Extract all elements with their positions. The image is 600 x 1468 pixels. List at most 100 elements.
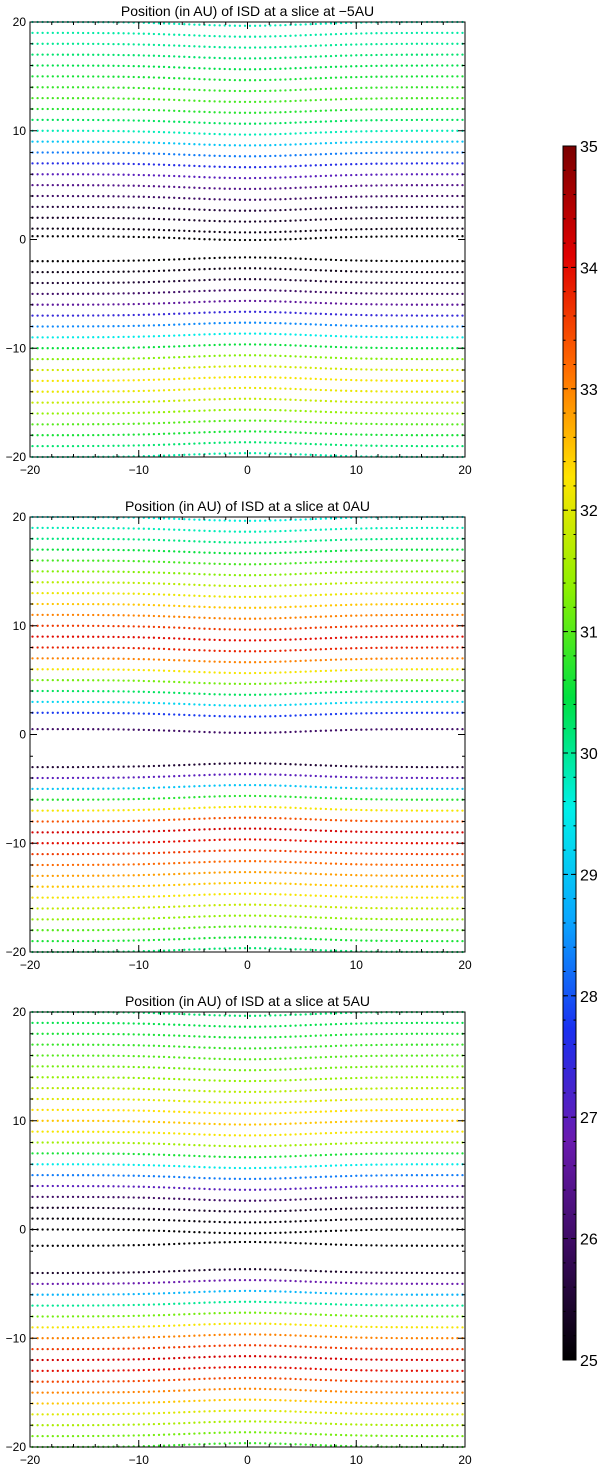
data-dot [71,602,75,606]
data-dot [390,379,393,382]
data-dot [400,526,403,530]
data-dot [223,198,226,201]
data-dot [132,614,135,617]
data-dot [213,562,216,565]
data-dot [365,357,368,360]
data-dot [92,444,95,448]
data-dot [76,646,80,649]
data-dot [107,690,110,693]
data-dot [157,454,161,457]
data-dot [188,670,191,673]
data-dot [441,336,444,339]
data-dot [319,142,322,145]
data-dot [233,573,237,577]
data-dot [51,96,54,100]
data-dot [122,119,125,122]
data-dot [314,142,317,145]
data-dot [395,668,398,671]
data-dot [223,671,226,674]
data-dot [193,121,196,124]
data-dot [97,412,100,415]
data-dot [344,130,348,133]
data-dot [446,260,449,263]
data-dot [370,422,373,426]
data-dot [162,302,166,305]
data-dot [243,122,247,125]
data-dot [294,540,297,543]
data-dot [456,216,459,219]
data-dot [193,99,196,102]
data-dot [451,325,454,328]
data-dot [233,133,237,136]
data-dot [228,46,231,49]
data-dot [284,595,287,598]
data-dot [446,107,449,111]
data-dot [203,431,206,434]
data-dot [415,559,419,562]
data-dot [137,379,140,382]
data-dot [456,162,459,165]
data-dot [147,335,151,338]
data-dot [173,528,176,531]
data-dot [289,219,292,222]
data-dot [304,409,307,413]
data-dot [430,613,434,617]
data-dot [436,423,439,426]
data-dot [122,292,125,295]
data-dot [188,237,191,240]
data-dot [178,207,181,210]
data-dot [228,209,231,212]
data-dot [188,290,191,293]
data-dot [97,75,100,78]
data-dot [41,635,44,638]
data-dot [258,430,262,433]
data-dot [456,64,459,67]
data-dot [193,605,196,608]
data-dot [380,368,383,371]
data-dot [253,682,257,686]
data-dot [425,602,429,606]
data-dot [304,561,307,565]
data-dot [430,205,434,209]
data-dot [218,441,221,444]
data-dot [329,33,333,36]
data-dot [451,270,454,274]
data-dot [253,89,257,93]
data-dot [314,453,317,457]
data-dot [183,120,186,124]
data-dot [420,357,424,361]
data-dot [122,97,125,100]
data-dot [299,99,302,102]
data-dot [365,108,368,111]
data-dot [193,638,196,641]
data-dot [51,423,54,426]
data-dot [319,593,322,597]
data-dot [329,65,333,69]
data-dot [233,606,237,609]
data-dot [132,603,135,606]
data-dot [147,54,151,57]
data-dot [233,198,237,201]
data-dot [304,99,307,102]
data-dot [122,324,125,328]
data-dot [193,659,196,663]
data-dot [178,323,181,326]
data-dot [395,603,398,606]
data-dot [355,162,358,166]
data-dot [258,310,262,314]
data-dot [137,228,140,231]
data-dot [97,118,100,122]
data-dot [178,185,181,189]
data-dot [238,452,242,455]
data-dot [420,31,424,35]
data-dot [183,23,186,26]
data-dot [441,635,444,638]
data-dot [441,118,444,122]
data-dot [425,434,429,437]
data-dot [360,646,363,650]
data-dot [279,682,282,685]
data-dot [334,669,338,672]
data-dot [51,235,54,238]
data-dot [309,323,312,326]
data-dot [41,678,44,682]
